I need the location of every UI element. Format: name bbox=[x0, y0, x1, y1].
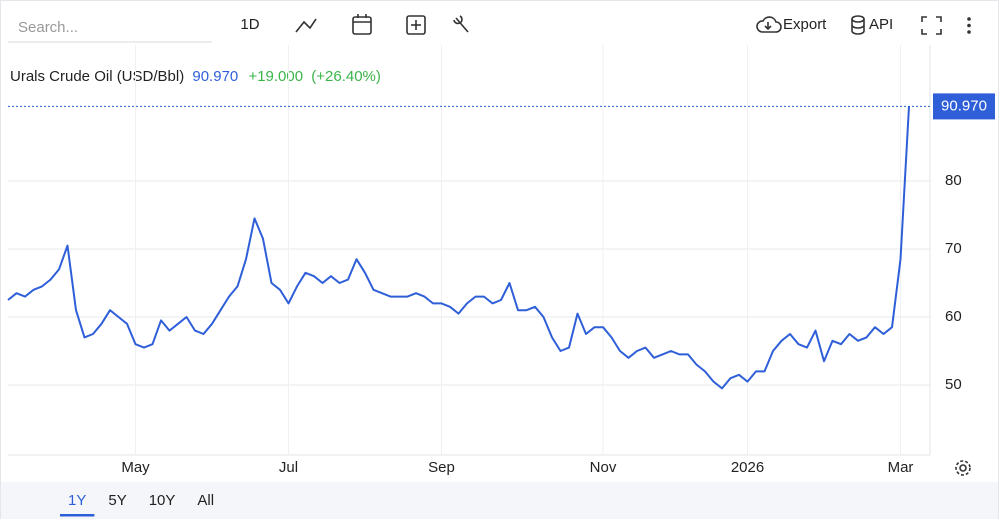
calendar-icon[interactable] bbox=[352, 14, 372, 35]
export-button[interactable]: Export bbox=[756, 16, 827, 33]
change: +19.000 bbox=[248, 68, 303, 85]
more-icon[interactable] bbox=[967, 17, 971, 34]
change-percent: (+26.40%) bbox=[311, 68, 381, 85]
chart-legend: Urals Crude Oil (USD/Bbl) 90.970 +19.000… bbox=[10, 68, 381, 85]
last-price-label: 90.970 bbox=[941, 97, 987, 114]
price-line bbox=[7, 106, 910, 390]
plot: 50 60 70 80 May Jul Sep Nov 2026 Mar 90.970 bbox=[7, 45, 995, 476]
export-label: Export bbox=[783, 16, 827, 33]
range-bar bbox=[1, 482, 998, 519]
y-tick-label: 60 bbox=[945, 308, 962, 325]
range-button[interactable]: 10Y bbox=[149, 492, 176, 509]
search-box[interactable]: Search... bbox=[8, 19, 212, 43]
add-indicator-icon[interactable] bbox=[406, 15, 426, 35]
x-tick-label: May bbox=[121, 459, 150, 476]
x-tick-label: Sep bbox=[428, 459, 455, 476]
chart-title: Urals Crude Oil (USD/Bbl) bbox=[10, 68, 184, 85]
settings-icon[interactable] bbox=[955, 460, 971, 476]
x-tick-label: 2026 bbox=[731, 459, 764, 476]
range-selected-underline bbox=[60, 514, 95, 517]
x-tick-label: Mar bbox=[888, 459, 914, 476]
y-tick-label: 70 bbox=[945, 240, 962, 257]
range-buttons: 1Y 5Y 10Y All bbox=[60, 492, 214, 517]
x-tick-label: Jul bbox=[279, 459, 298, 476]
tools-icon[interactable] bbox=[453, 15, 469, 33]
y-tick-label: 80 bbox=[945, 172, 962, 189]
range-button[interactable]: All bbox=[197, 492, 214, 509]
export-icon bbox=[756, 16, 782, 33]
chart-type-icon[interactable] bbox=[295, 18, 317, 33]
last-value: 90.970 bbox=[192, 68, 238, 85]
range-button[interactable]: 5Y bbox=[108, 492, 126, 509]
api-button[interactable]: API bbox=[851, 15, 893, 35]
search-placeholder: Search... bbox=[18, 19, 78, 36]
interval-button[interactable]: 1D bbox=[240, 16, 259, 33]
y-tick-label: 50 bbox=[945, 376, 962, 393]
fullscreen-icon[interactable] bbox=[921, 16, 942, 35]
api-icon bbox=[851, 15, 865, 35]
api-label: API bbox=[869, 16, 893, 33]
last-price-tag bbox=[933, 93, 995, 120]
range-button[interactable]: 1Y bbox=[68, 492, 86, 509]
x-tick-label: Nov bbox=[590, 459, 617, 476]
